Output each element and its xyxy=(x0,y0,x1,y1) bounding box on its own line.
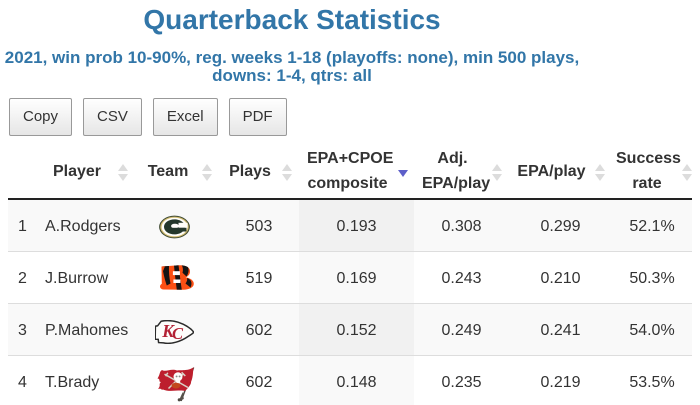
svg-text:C: C xyxy=(172,324,184,343)
svg-text:K: K xyxy=(161,321,175,341)
